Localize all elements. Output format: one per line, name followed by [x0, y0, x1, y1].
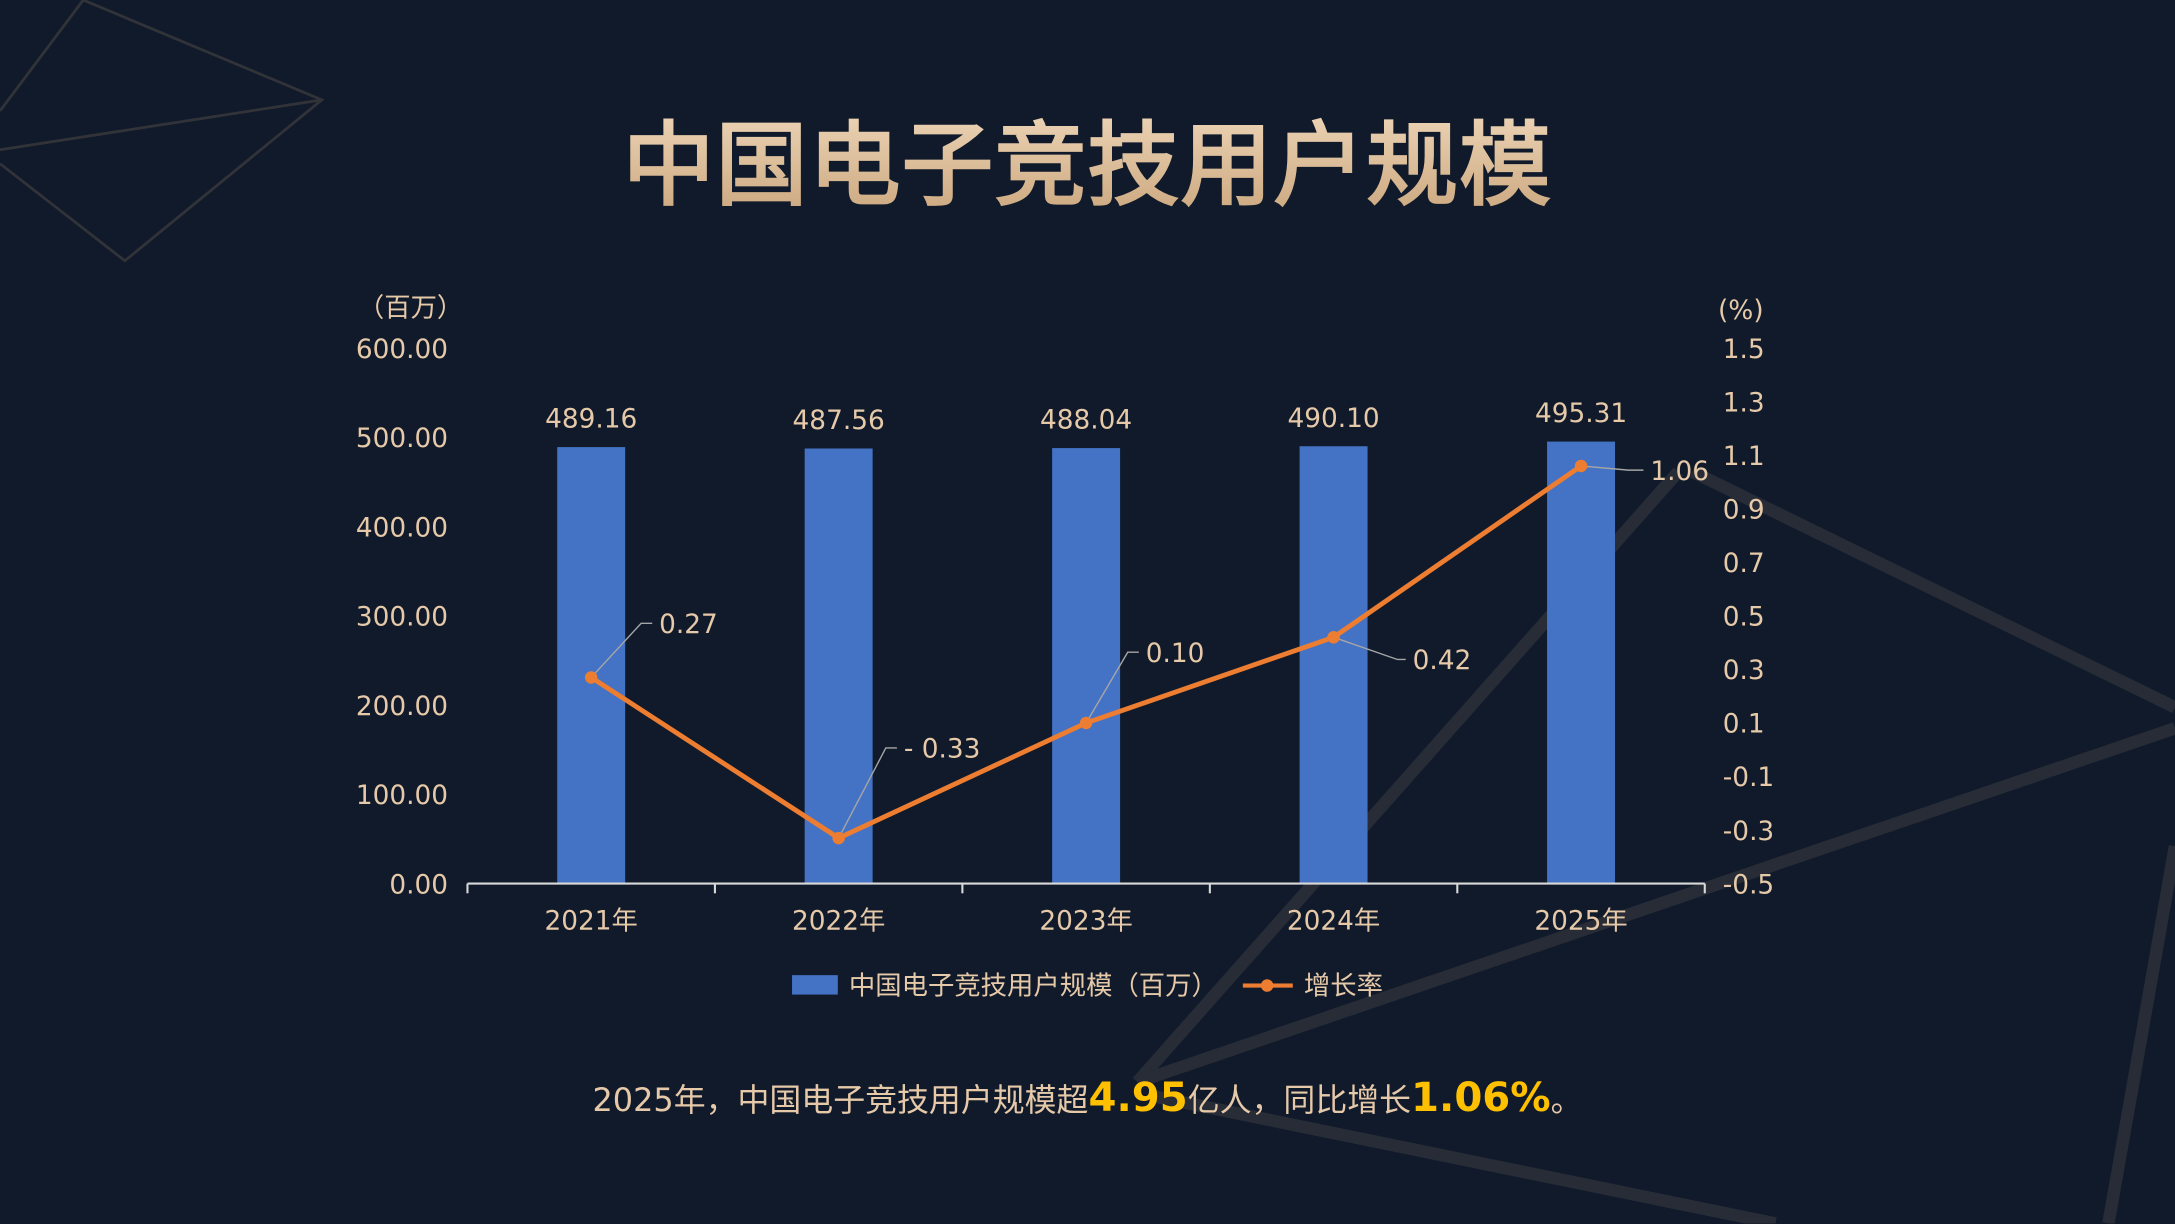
left-axis-tick: 100.00: [356, 781, 448, 811]
line-point: [1327, 631, 1340, 644]
bar: [1547, 441, 1616, 884]
line-data-label: 0.27: [659, 610, 718, 640]
right-axis-tick: 0.1: [1723, 710, 1765, 740]
right-axis-tick: 1.5: [1723, 335, 1765, 365]
label-leader-line: [590, 622, 653, 678]
x-axis-label: 2025年: [1534, 906, 1627, 936]
line-data-label: 0.10: [1146, 639, 1205, 669]
right-axis-tick: 0.3: [1723, 656, 1765, 686]
label-leader-line: [1580, 465, 1644, 471]
page-title: 中国电子竞技用户规模: [0, 92, 2175, 225]
summary-pre: 2025年，中国电子竞技用户规模超: [592, 1083, 1089, 1120]
bar: [557, 447, 626, 884]
label-leader-line: [1333, 636, 1406, 661]
legend-bar-label: 中国电子竞技用户规模（百万）: [848, 970, 1218, 1002]
line-point: [1079, 716, 1093, 730]
summary-mid: 亿人，同比增长: [1187, 1083, 1412, 1120]
label-leader-line: [838, 747, 897, 839]
left-axis-tick: 400.00: [356, 513, 448, 543]
bar-data-label: 489.16: [545, 405, 637, 435]
left-axis-tick: 200.00: [356, 692, 448, 722]
left-axis-tick: 600.00: [356, 335, 448, 365]
left-axis-tick: 0.00: [389, 870, 448, 900]
right-axis-unit: (%): [1718, 296, 1764, 326]
right-axis-tick: 1.3: [1723, 388, 1765, 418]
legend: 中国电子竞技用户规模（百万） 增长率: [0, 965, 2175, 1002]
legend-bar-swatch: [792, 974, 838, 994]
line-point: [1574, 459, 1588, 473]
x-axis-label: 2022年: [792, 906, 885, 936]
line-data-label: 1.06: [1650, 457, 1709, 487]
label-leader-line: [1085, 651, 1139, 724]
left-axis-unit: （百万）: [358, 293, 463, 323]
left-axis-tick: 300.00: [356, 603, 448, 633]
legend-line-swatch: [1242, 974, 1293, 993]
summary-highlight-users: 4.95: [1088, 1073, 1188, 1121]
summary-highlight-growth: 1.06%: [1411, 1073, 1551, 1121]
right-axis-tick: -0.3: [1723, 817, 1774, 847]
bar-data-label: 495.31: [1535, 399, 1627, 429]
x-axis-label: 2021年: [544, 906, 637, 936]
bar: [1052, 448, 1121, 884]
line-point: [832, 831, 845, 845]
line-data-label: - 0.33: [904, 735, 981, 765]
bar: [1299, 446, 1368, 884]
left-axis-tick: 500.00: [356, 424, 448, 454]
bar-data-label: 488.04: [1040, 406, 1132, 436]
x-axis-label: 2023年: [1039, 906, 1132, 936]
right-axis-tick: 0.7: [1723, 549, 1765, 579]
bar: [804, 448, 873, 884]
right-axis-tick: 0.5: [1723, 603, 1765, 633]
right-axis-tick: -0.1: [1723, 763, 1774, 793]
right-axis-tick: -0.5: [1723, 870, 1774, 900]
bar-data-label: 490.10: [1287, 404, 1379, 434]
right-axis-tick: 0.9: [1723, 496, 1765, 526]
right-axis-tick: 1.1: [1723, 442, 1765, 472]
summary-text: 2025年，中国电子竞技用户规模超4.95亿人，同比增长1.06%。: [0, 1074, 2175, 1121]
line-point: [584, 671, 598, 684]
line-data-label: 0.42: [1413, 646, 1472, 676]
x-axis-label: 2024年: [1287, 906, 1380, 936]
summary-post: 。: [1550, 1083, 1583, 1120]
bar-data-label: 487.56: [793, 406, 885, 436]
legend-line-label: 增长率: [1303, 970, 1383, 1002]
